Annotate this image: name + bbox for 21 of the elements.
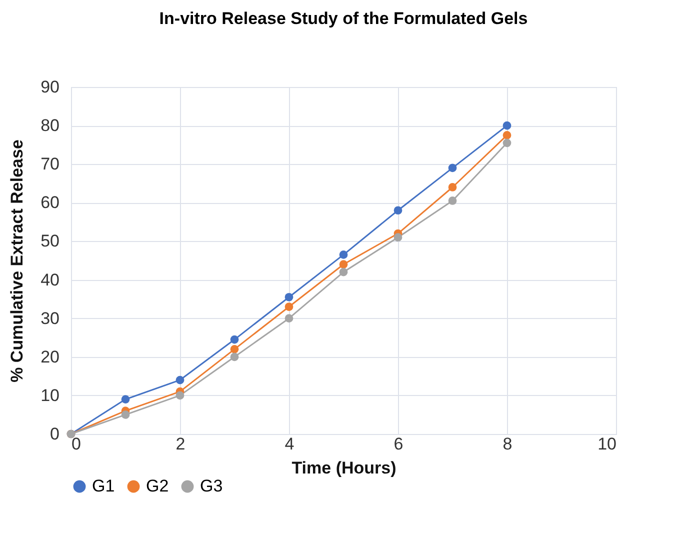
y-tick-label: 40: [40, 270, 60, 290]
x-tick-label: 4: [284, 434, 294, 454]
x-axis-title: Time (Hours): [292, 458, 396, 478]
y-axis-title: % Cumulative Extract Release: [8, 140, 27, 382]
chart-title: In-vitro Release Study of the Formulated Gels: [159, 9, 528, 28]
y-tick-label: 60: [40, 193, 60, 212]
y-tick-label: 80: [40, 116, 60, 136]
x-tick-label: 8: [502, 434, 512, 454]
y-tick-label: 50: [40, 232, 60, 251]
y-tick-label: 90: [40, 78, 60, 96]
x-tick-label: 6: [394, 434, 404, 454]
y-tick-label: 30: [40, 308, 60, 328]
y-tick-label: 70: [40, 154, 60, 174]
legend-label: G3: [200, 476, 223, 496]
x-tick-label: 2: [176, 434, 186, 454]
legend-label: G1: [92, 476, 115, 496]
y-tick-label: 10: [40, 386, 60, 405]
legend-label: G2: [146, 476, 169, 496]
x-tick-label: 10: [598, 434, 616, 454]
x-tick-label: 0: [72, 434, 81, 454]
y-tick-label: 20: [40, 347, 60, 366]
